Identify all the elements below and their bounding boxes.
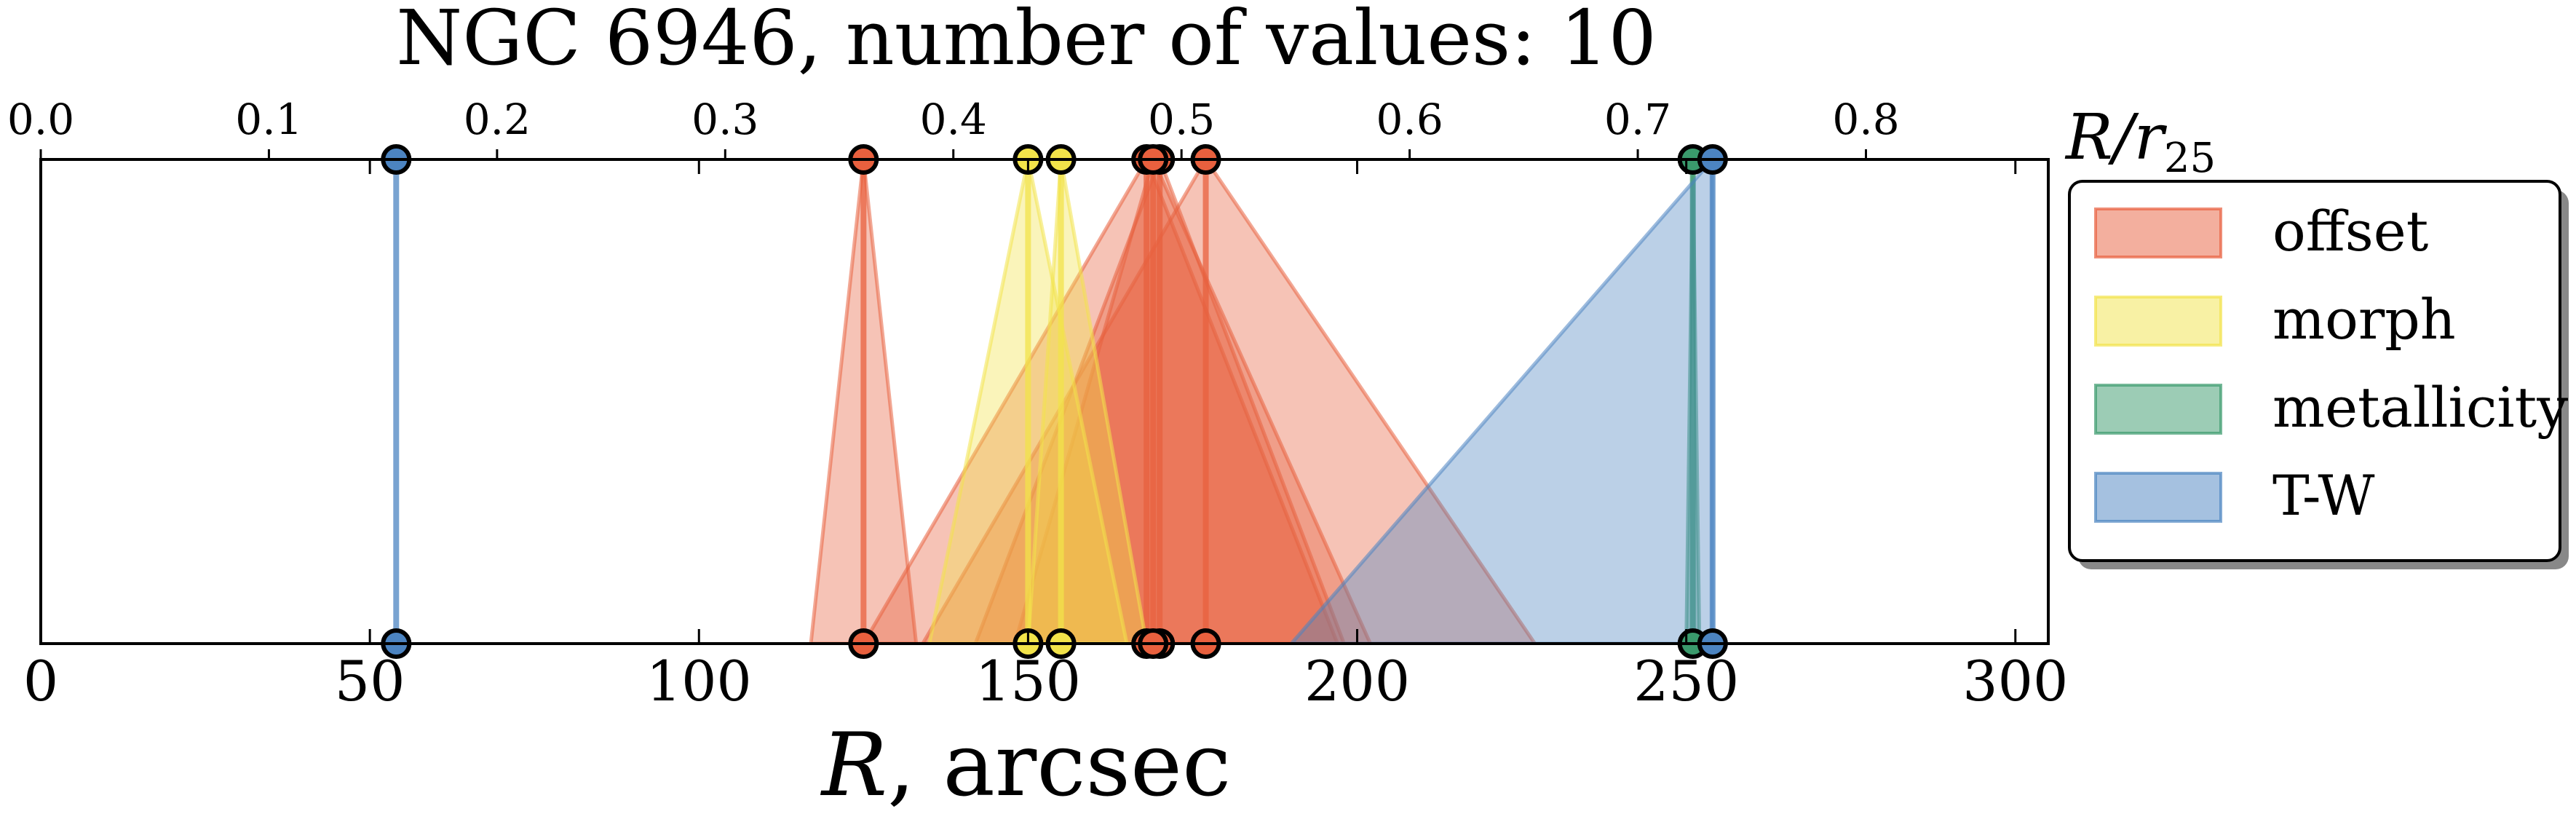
x-tick-label: 100 (646, 649, 752, 714)
secondary-axis-label-sub: 25 (2164, 135, 2216, 182)
legend-label-morph: morph (2272, 287, 2456, 352)
secondary-tick-label: 0.0 (7, 95, 74, 144)
secondary-tick-label: 0.2 (464, 95, 531, 144)
x-tick-label: 200 (1304, 649, 1410, 714)
legend-label-offset: offset (2272, 199, 2428, 264)
x-axis-label-unit: , arcsec (887, 715, 1231, 816)
secondary-axis-label: R/r25 (2064, 101, 2216, 182)
offset-range (920, 159, 1537, 644)
legend-swatch-offset (2094, 208, 2222, 258)
x-tick-label: 50 (335, 649, 405, 714)
secondary-tick-label: 0.8 (1832, 95, 1899, 144)
plot-frame (39, 158, 2050, 645)
secondary-tick-label: 0.5 (1148, 95, 1215, 144)
secondary-tick-label: 0.3 (691, 95, 758, 144)
x-tick-label: 0 (23, 649, 58, 714)
series-layer (393, 159, 1716, 644)
x-tick-label: 250 (1633, 649, 1739, 714)
x-tick-label: 150 (975, 649, 1081, 714)
x-axis-label-var: R (820, 715, 887, 816)
legend-swatch-metallicity (2094, 384, 2222, 435)
offset-range (861, 159, 1340, 644)
secondary-tick-label: 0.6 (1376, 95, 1443, 144)
legend-items: offset morph metallicity T-W (2094, 199, 2568, 528)
legend-label-metallicity: metallicity (2272, 375, 2568, 440)
secondary-axis: 0.0 0.1 0.2 0.3 0.4 0.5 0.6 0.7 0.8 R/r25 (7, 95, 2216, 182)
secondary-tick-label: 0.4 (920, 95, 987, 144)
legend-swatch-morph (2094, 296, 2222, 347)
secondary-axis-ticks: 0.0 0.1 0.2 0.3 0.4 0.5 0.6 0.7 0.8 (7, 95, 1900, 159)
x-axis-ticks: 0 50 100 150 200 250 300 (23, 159, 2068, 714)
plot-area (39, 144, 2050, 659)
morph-range (1026, 159, 1149, 644)
x-axis-label: R, arcsec (820, 715, 1232, 816)
legend-label-t-w: T-W (2272, 463, 2375, 528)
legend-box (2068, 180, 2561, 562)
chart-title: NGC 6946, number of values: 10 (396, 0, 1657, 82)
x-axis: 0 50 100 150 200 250 300 R, arcsec (23, 159, 2068, 816)
legend: offset morph metallicity T-W (2068, 180, 2569, 569)
secondary-tick-label: 0.7 (1604, 95, 1671, 144)
secondary-tick-label: 0.1 (235, 95, 302, 144)
legend-swatch-t-w (2094, 472, 2222, 523)
secondary-axis-label-main: R/r (2064, 101, 2168, 174)
x-tick-label: 300 (1962, 649, 2068, 714)
